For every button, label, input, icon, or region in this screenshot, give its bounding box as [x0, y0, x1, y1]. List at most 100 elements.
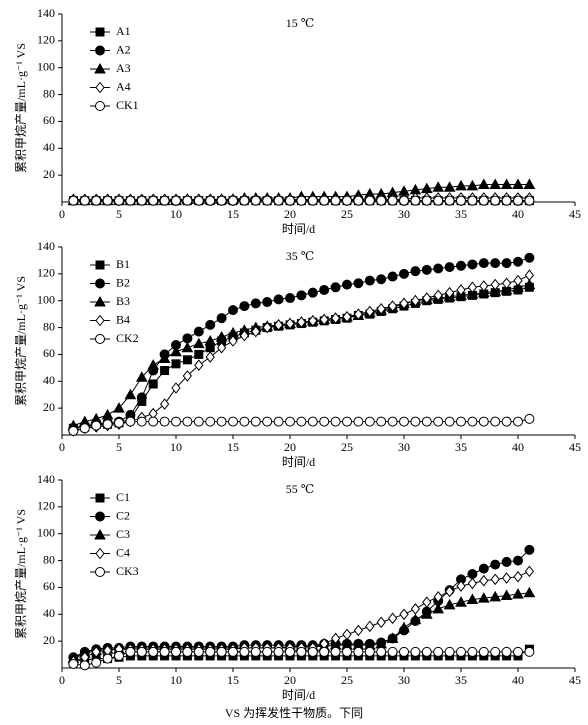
- marker: [410, 195, 421, 206]
- marker: [296, 195, 307, 206]
- marker: [228, 416, 238, 427]
- marker: [466, 179, 479, 191]
- marker: [386, 632, 399, 643]
- marker: [159, 398, 170, 410]
- marker: [95, 45, 105, 56]
- marker: [524, 269, 535, 282]
- marker: [95, 101, 105, 111]
- marker: [467, 259, 478, 270]
- marker: [444, 646, 455, 657]
- marker: [501, 646, 512, 657]
- marker: [376, 195, 387, 206]
- marker: [478, 195, 489, 206]
- x-tick-label: 20: [284, 440, 296, 454]
- marker: [273, 416, 284, 427]
- x-tick-label: 35: [455, 207, 467, 221]
- marker: [95, 334, 105, 344]
- marker: [182, 333, 193, 344]
- marker: [194, 359, 204, 371]
- marker: [95, 260, 105, 270]
- marker: [319, 313, 329, 326]
- marker: [501, 258, 512, 269]
- x-tick-label: 0: [59, 440, 65, 454]
- marker: [490, 195, 501, 206]
- marker: [524, 252, 535, 263]
- legend-label: CK1: [116, 98, 139, 112]
- marker: [102, 195, 113, 206]
- marker: [500, 283, 513, 295]
- marker: [285, 317, 295, 330]
- marker: [113, 402, 125, 413]
- legend-label: CK3: [116, 564, 139, 578]
- legend-label: B2: [116, 275, 130, 289]
- x-tick-label: 15: [227, 673, 239, 687]
- marker: [353, 195, 364, 206]
- marker: [273, 195, 284, 206]
- marker: [364, 275, 375, 286]
- marker: [95, 511, 105, 522]
- marker: [171, 382, 181, 394]
- marker: [216, 416, 227, 427]
- marker: [102, 419, 113, 430]
- marker: [91, 646, 101, 658]
- marker: [490, 559, 501, 570]
- legend-label: A1: [116, 24, 131, 38]
- marker: [512, 281, 524, 292]
- y-tick-label: 80: [43, 552, 55, 566]
- x-tick-label: 10: [170, 440, 182, 454]
- x-tick-label: 25: [341, 440, 353, 454]
- marker: [353, 416, 364, 427]
- marker: [513, 256, 523, 267]
- marker: [433, 263, 444, 274]
- marker: [262, 416, 273, 427]
- marker: [501, 195, 512, 206]
- marker: [342, 195, 352, 206]
- legend-label: C1: [116, 490, 130, 504]
- x-axis-label: 时间/d: [282, 455, 315, 469]
- marker: [307, 646, 318, 657]
- marker: [410, 266, 421, 277]
- marker: [467, 281, 478, 294]
- x-tick-label: 45: [569, 440, 581, 454]
- marker: [501, 277, 512, 290]
- marker: [101, 408, 114, 420]
- marker: [95, 314, 105, 327]
- marker: [410, 416, 421, 427]
- marker: [94, 528, 106, 540]
- marker: [307, 287, 318, 298]
- y-tick-label: 60: [43, 346, 55, 360]
- legend-label: A4: [116, 79, 131, 93]
- y-tick-label: 100: [37, 59, 55, 73]
- marker: [95, 567, 105, 577]
- marker: [205, 646, 216, 657]
- y-tick-label: 140: [37, 472, 55, 486]
- marker: [467, 577, 478, 590]
- x-tick-label: 5: [116, 673, 122, 687]
- marker: [410, 646, 421, 657]
- marker: [124, 388, 137, 400]
- marker: [399, 608, 409, 621]
- x-tick-label: 45: [569, 673, 581, 687]
- marker: [478, 416, 489, 427]
- marker: [171, 359, 181, 369]
- y-tick-label: 140: [37, 6, 55, 20]
- marker: [490, 416, 501, 427]
- marker: [194, 349, 204, 359]
- marker: [136, 646, 147, 657]
- marker: [216, 646, 227, 657]
- legend-label: B1: [116, 257, 130, 271]
- marker: [158, 352, 171, 363]
- marker: [479, 574, 489, 587]
- marker: [387, 646, 398, 657]
- marker: [182, 195, 193, 206]
- marker: [182, 355, 192, 365]
- marker: [489, 285, 502, 296]
- marker: [342, 416, 352, 427]
- series-line: [73, 286, 530, 429]
- marker: [330, 195, 341, 206]
- marker: [353, 646, 364, 657]
- marker: [205, 351, 215, 363]
- marker: [216, 195, 227, 206]
- y-tick-label: 40: [43, 373, 55, 387]
- y-tick-label: 60: [43, 579, 55, 593]
